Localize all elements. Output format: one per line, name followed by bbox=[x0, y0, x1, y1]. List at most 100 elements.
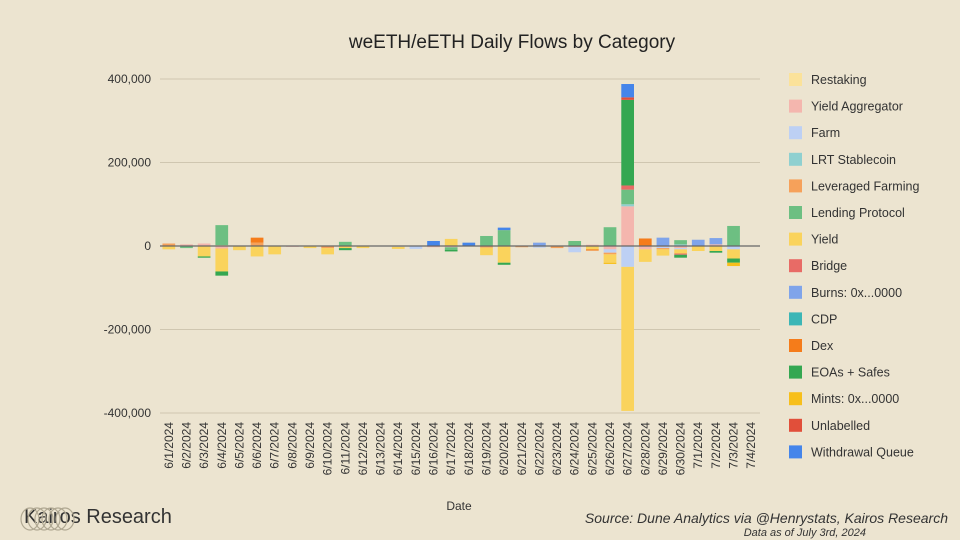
bar-segment bbox=[656, 249, 670, 256]
bar-segment bbox=[586, 246, 599, 250]
bar-segment bbox=[568, 246, 582, 248]
legend-label: Farm bbox=[811, 126, 840, 140]
x-tick-label: 6/30/2024 bbox=[674, 422, 688, 476]
bar-segment bbox=[515, 246, 529, 248]
x-axis-ticks: 6/1/2024 6/2/2024 6/3/2024 6/4/2024 6/5/2024… bbox=[162, 422, 758, 476]
legend-swatch bbox=[789, 445, 802, 459]
bar-segment bbox=[162, 246, 176, 250]
bar-segment bbox=[550, 246, 564, 249]
legend-swatch bbox=[789, 73, 802, 86]
x-tick-label: 6/12/2024 bbox=[356, 422, 370, 476]
x-tick-label: 7/4/2024 bbox=[744, 422, 758, 469]
bar-segment bbox=[621, 185, 634, 190]
bar-segment bbox=[621, 266, 634, 411]
bar-segment bbox=[691, 239, 705, 246]
bar-segment bbox=[568, 247, 582, 253]
x-tick-label: 7/3/2024 bbox=[727, 422, 741, 469]
x-tick-label: 6/20/2024 bbox=[497, 422, 511, 476]
bar-segment bbox=[603, 227, 617, 246]
bar-segment bbox=[197, 256, 211, 258]
bar-segment bbox=[568, 240, 582, 246]
legend-swatch bbox=[789, 152, 802, 166]
bar-segment bbox=[621, 204, 634, 207]
bar-segment bbox=[533, 242, 546, 246]
y-axis-ticks: 400,000 200,000 0 -200,000 -400,000 bbox=[104, 72, 152, 420]
legend-swatch bbox=[789, 99, 802, 113]
y-tick-label: 400,000 bbox=[108, 72, 152, 86]
bar-segment bbox=[656, 248, 670, 250]
bar-segment bbox=[603, 252, 617, 255]
bar-segment bbox=[691, 246, 705, 252]
legend-swatch bbox=[789, 418, 802, 432]
bar-segment bbox=[215, 271, 229, 276]
legend-swatch bbox=[789, 206, 802, 219]
bar-segment bbox=[603, 249, 617, 253]
bar-segment bbox=[674, 249, 687, 254]
bar-segment bbox=[674, 254, 687, 258]
bar-segment bbox=[727, 225, 740, 246]
bar-segment bbox=[709, 246, 723, 252]
x-tick-label: 6/28/2024 bbox=[638, 422, 652, 476]
bar-segment bbox=[215, 246, 229, 249]
bar-segment bbox=[480, 235, 493, 246]
bar-segment bbox=[338, 246, 352, 249]
legend-label: Restaking bbox=[811, 73, 867, 87]
bar-segment bbox=[444, 247, 458, 250]
bar-segment bbox=[480, 246, 493, 248]
bar-segment bbox=[480, 247, 493, 256]
source-note: Source: Dune Analytics via @Henrystats, … bbox=[584, 510, 948, 526]
legend-swatch bbox=[789, 339, 802, 352]
x-tick-label: 6/18/2024 bbox=[462, 422, 476, 476]
bar-segment bbox=[427, 240, 440, 246]
bar-segment bbox=[638, 246, 652, 250]
bar-segment bbox=[497, 227, 511, 231]
legend: Restaking Yield Aggregator Farm LRT Stablec… bbox=[789, 73, 919, 459]
bar-segment bbox=[444, 238, 458, 246]
x-tick-label: 6/5/2024 bbox=[232, 422, 246, 469]
y-tick-label: -400,000 bbox=[104, 406, 152, 420]
bar-segment bbox=[603, 254, 617, 263]
bar-segment bbox=[674, 248, 687, 250]
legend-swatch bbox=[789, 365, 802, 379]
bar-segment bbox=[603, 246, 617, 250]
bar-segment bbox=[727, 246, 740, 250]
bar-segment bbox=[497, 230, 511, 246]
bar-segment bbox=[180, 246, 193, 249]
bar-segment bbox=[727, 262, 740, 267]
brand-block: Kairos Research bbox=[18, 506, 172, 531]
legend-label: Yield bbox=[811, 233, 838, 247]
bar-segment bbox=[621, 97, 634, 100]
bar-segment bbox=[656, 237, 670, 246]
bar-segment bbox=[444, 249, 458, 252]
bar-segment bbox=[180, 244, 193, 246]
x-tick-label: 6/6/2024 bbox=[250, 422, 264, 469]
bar-segment bbox=[497, 246, 511, 263]
bar-segment bbox=[391, 246, 405, 249]
bar-segment bbox=[709, 251, 723, 253]
x-tick-label: 6/4/2024 bbox=[215, 422, 229, 469]
bar-segment bbox=[674, 246, 687, 249]
kairos-logo-icon bbox=[20, 507, 75, 531]
bar-segment bbox=[321, 246, 334, 249]
bar-segment bbox=[727, 258, 740, 263]
legend-label: LRT Stablecoin bbox=[811, 153, 896, 167]
data-as-of-note: Data as of July 3rd, 2024 bbox=[743, 527, 866, 539]
x-tick-label: 6/17/2024 bbox=[444, 422, 458, 476]
legend-swatch bbox=[789, 285, 802, 299]
legend-swatch bbox=[789, 232, 802, 246]
legend-label: Burns: 0x...0000 bbox=[811, 286, 902, 300]
bar-segment bbox=[586, 244, 599, 246]
x-tick-label: 6/21/2024 bbox=[515, 422, 529, 476]
bar-segment bbox=[621, 246, 634, 267]
bar-segment bbox=[233, 246, 246, 251]
legend-label: Withdrawal Queue bbox=[811, 445, 914, 459]
x-tick-label: 6/19/2024 bbox=[479, 422, 493, 476]
legend-label: Leveraged Farming bbox=[811, 179, 919, 193]
legend-label: Yield Aggregator bbox=[811, 100, 903, 114]
bar-segment bbox=[197, 243, 211, 246]
bar-segment bbox=[709, 238, 723, 245]
x-tick-label: 6/8/2024 bbox=[285, 422, 299, 469]
bar-segment bbox=[215, 225, 229, 246]
